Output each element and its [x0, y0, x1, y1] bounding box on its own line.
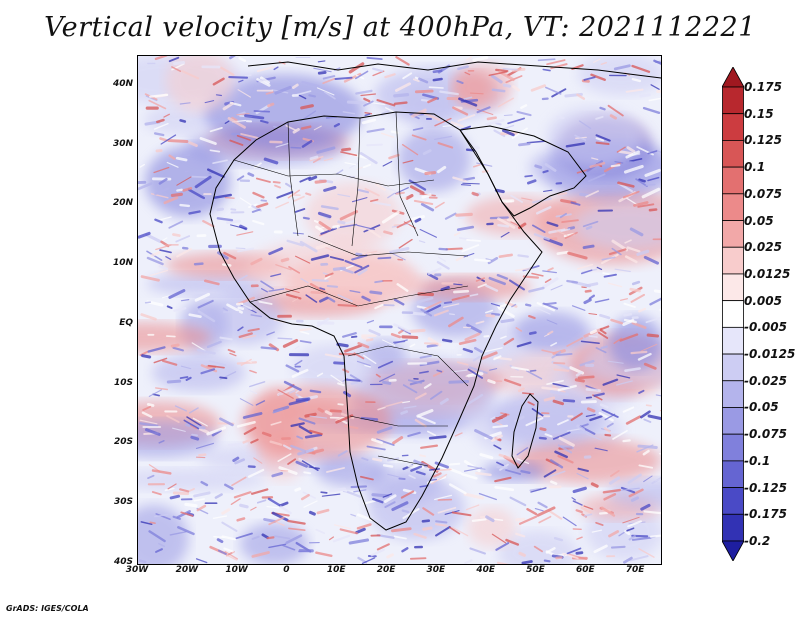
colorbar-min-arrow	[722, 540, 744, 561]
colorbar-label: 0.15	[744, 106, 774, 121]
colorbar-label: -0.0125	[744, 347, 796, 362]
colorbar-bin	[722, 193, 744, 221]
europe-coastline	[247, 61, 661, 79]
lon-tick-label: 60E	[575, 565, 595, 575]
velocity-map	[138, 56, 661, 564]
colorbar-bin	[722, 273, 744, 302]
chart-title: Vertical velocity [m/s] at 400hPa, VT: 2…	[44, 12, 756, 43]
colorbar-label: -0.125	[744, 480, 787, 495]
lon-tick-label: 20E	[376, 565, 396, 575]
lon-tick-label: 10E	[326, 565, 346, 575]
africa-coastline	[209, 111, 543, 531]
colorbar-label: 0.05	[744, 213, 774, 228]
lat-tick-label: 10N	[112, 258, 133, 269]
lat-tick-label: 20N	[112, 198, 133, 209]
colorbar-bin	[722, 326, 744, 355]
colorbar-bin	[722, 487, 744, 515]
colorbar-label: -0.175	[744, 507, 787, 522]
colorbar-label: -0.075	[744, 427, 787, 442]
colorbar-bin	[722, 246, 744, 275]
arabia-coastline	[459, 125, 587, 217]
colorbar-label: 0.175	[744, 80, 782, 94]
colorbar-label: 0.075	[744, 186, 782, 201]
colorbar-label: -0.05	[744, 400, 779, 415]
map-panel	[137, 55, 662, 565]
colorbar-label: 0.0125	[744, 266, 791, 281]
lon-tick-label: 10W	[225, 565, 248, 575]
colorbar-label: -0.005	[744, 320, 787, 335]
lat-tick-label: 10S	[113, 377, 133, 388]
colorbar-max-arrow	[722, 67, 744, 88]
colorbar-label: 0.005	[744, 293, 782, 308]
colorbar-bin	[722, 380, 744, 408]
lat-tick-label: 30S	[113, 497, 133, 508]
colorbar-bin	[722, 407, 744, 435]
lat-tick-label: 30N	[112, 138, 133, 149]
lat-tick-label: EQ	[119, 317, 133, 328]
lon-tick-label: 40E	[476, 565, 495, 575]
colorbar-bin	[722, 166, 744, 195]
velocity-field	[138, 56, 661, 564]
colorbar-label: -0.1	[744, 453, 771, 468]
colorbar-bin	[722, 353, 744, 382]
colorbar-bin	[722, 433, 744, 462]
lon-tick-label: 0	[283, 565, 290, 575]
lon-tick-label: 30W	[125, 565, 149, 575]
lat-tick-label: 40S	[113, 557, 133, 567]
colorbar-label: 0.1	[744, 160, 766, 175]
country-borders	[233, 111, 469, 467]
lon-tick-label: 50E	[526, 565, 545, 575]
lon-tick-label: 20W	[175, 565, 199, 575]
colorbar-label: -0.025	[744, 373, 787, 388]
colorbar-bin	[722, 460, 744, 488]
colorbar	[722, 67, 744, 561]
lat-tick-label: 20S	[113, 437, 133, 448]
land-outline	[209, 61, 661, 531]
colorbar-label: 0.025	[744, 240, 782, 255]
lon-tick-label: 30E	[426, 565, 446, 575]
colorbar-bin	[722, 513, 744, 542]
lat-tick-label: 40N	[112, 78, 133, 89]
colorbar-bin	[722, 220, 744, 248]
grads-credit: GrADS: IGES/COLA	[6, 604, 89, 613]
colorbar-label: -0.2	[744, 534, 771, 548]
colorbar-bin	[722, 140, 744, 168]
madagascar-coastline	[511, 393, 539, 469]
colorbar-label: 0.125	[744, 133, 782, 148]
lon-tick-label: 70E	[625, 565, 645, 575]
colorbar-bin	[722, 113, 744, 141]
colorbar-bin	[722, 86, 744, 115]
colorbar-bin	[722, 300, 744, 328]
